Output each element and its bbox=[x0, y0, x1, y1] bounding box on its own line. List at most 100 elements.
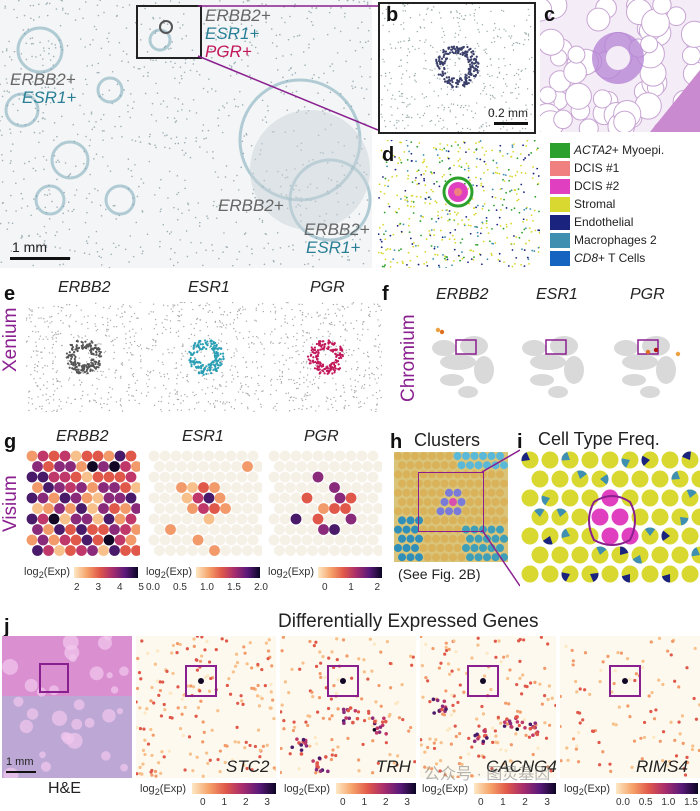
e-dot bbox=[285, 359, 287, 361]
tissue-dot bbox=[129, 235, 132, 237]
row-e-gene-1: ERBB2 bbox=[58, 279, 111, 296]
j-expr-dot bbox=[287, 691, 291, 695]
d-cell bbox=[483, 202, 486, 205]
d-cell bbox=[415, 160, 417, 163]
h-cluster-spot bbox=[436, 507, 445, 516]
i-pie bbox=[571, 546, 589, 564]
j-expr-dot bbox=[522, 718, 526, 722]
e-dot bbox=[270, 342, 271, 344]
tissue-dot bbox=[124, 248, 127, 251]
h-cluster-spot bbox=[479, 544, 487, 552]
b-dot bbox=[524, 127, 527, 130]
g-visium-spot bbox=[37, 450, 49, 462]
d-cell bbox=[482, 185, 484, 188]
tissue-dot bbox=[174, 97, 176, 99]
b-dot bbox=[398, 120, 400, 122]
e-dot bbox=[57, 330, 59, 333]
e-dot bbox=[52, 338, 54, 340]
e-dot bbox=[235, 348, 237, 350]
b-dot bbox=[511, 91, 513, 94]
h-cluster-spot bbox=[423, 553, 432, 562]
e-dot bbox=[104, 350, 107, 353]
tissue-dot bbox=[86, 211, 88, 214]
e-dot bbox=[220, 313, 222, 316]
j-expr-dot bbox=[141, 748, 146, 752]
e-dot bbox=[172, 304, 174, 306]
tissue-dot bbox=[125, 27, 128, 29]
g-visium-spot bbox=[48, 513, 60, 525]
j-expr-dot bbox=[658, 739, 662, 743]
g-visium-spot bbox=[203, 471, 215, 483]
tissue-dot bbox=[244, 232, 247, 234]
tissue-dot bbox=[359, 65, 362, 68]
row-e-gene-3: PGR bbox=[310, 279, 345, 296]
j-expr-dot bbox=[214, 647, 218, 652]
h-cluster-spot bbox=[406, 498, 415, 506]
d-cell bbox=[414, 244, 417, 247]
e-dot bbox=[53, 409, 55, 412]
e-dot bbox=[51, 352, 54, 354]
tissue-dot bbox=[293, 35, 295, 38]
j-expr-dot bbox=[191, 685, 196, 689]
e-dot bbox=[235, 330, 237, 332]
e-dot bbox=[35, 345, 38, 347]
b-dot bbox=[406, 114, 409, 116]
duct-ring bbox=[34, 184, 66, 216]
j-he-blob bbox=[40, 761, 52, 772]
j-expr-dot bbox=[315, 742, 319, 746]
e-expr-dot bbox=[313, 346, 317, 349]
d-cell bbox=[410, 160, 413, 162]
d-cell bbox=[532, 172, 535, 175]
e-dot bbox=[302, 350, 304, 353]
h-cluster-spot bbox=[398, 479, 406, 488]
h-cluster-spot bbox=[474, 534, 483, 543]
j-he-blob bbox=[119, 666, 129, 677]
e-expr-dot bbox=[340, 347, 343, 350]
b-dot bbox=[517, 86, 520, 89]
tissue-dot bbox=[196, 70, 198, 73]
e-dot bbox=[96, 377, 98, 380]
e-dot bbox=[163, 326, 165, 328]
j-expr-dot bbox=[560, 694, 562, 699]
b-dot bbox=[446, 128, 448, 130]
panel-a-scale-bar bbox=[10, 257, 70, 260]
tissue-dot bbox=[23, 162, 26, 165]
j-expr-dot bbox=[444, 689, 448, 693]
tissue-dot bbox=[128, 261, 130, 263]
i-pie bbox=[581, 489, 599, 507]
tissue-dot bbox=[240, 166, 243, 169]
e-dot bbox=[26, 365, 28, 367]
d-cell bbox=[444, 180, 447, 183]
h-cluster-spot bbox=[423, 498, 432, 506]
tissue-dot bbox=[241, 104, 244, 106]
g-visium-spot bbox=[290, 450, 302, 462]
d-cell bbox=[379, 238, 382, 241]
g-visium-spot bbox=[231, 503, 242, 514]
b-dot bbox=[457, 22, 459, 24]
e-dot bbox=[225, 381, 227, 383]
i-pie bbox=[651, 508, 669, 526]
tissue-dot bbox=[288, 69, 290, 72]
e-dot bbox=[211, 385, 214, 387]
e-expr-dot bbox=[81, 341, 84, 344]
e-dot bbox=[377, 368, 379, 370]
b-dot bbox=[383, 120, 386, 122]
b-duct-dot bbox=[476, 61, 479, 64]
d-cell bbox=[400, 248, 402, 251]
e-dot bbox=[177, 374, 179, 376]
b-dot bbox=[448, 106, 450, 109]
j-expr-dot bbox=[248, 743, 252, 748]
d-cell bbox=[392, 258, 395, 261]
e-dot bbox=[46, 320, 48, 322]
tissue-dot bbox=[217, 124, 220, 127]
j-expr-dot bbox=[266, 657, 270, 661]
e-dot bbox=[26, 341, 28, 343]
h-cluster-spot bbox=[449, 534, 457, 543]
d-cell bbox=[483, 154, 486, 156]
e-dot bbox=[289, 396, 292, 399]
j-expr-dot bbox=[280, 746, 283, 751]
g-visium-spot bbox=[32, 461, 43, 472]
d-cell bbox=[467, 224, 470, 227]
g-visium-spot bbox=[312, 471, 324, 483]
h-cluster-spot bbox=[457, 553, 466, 562]
